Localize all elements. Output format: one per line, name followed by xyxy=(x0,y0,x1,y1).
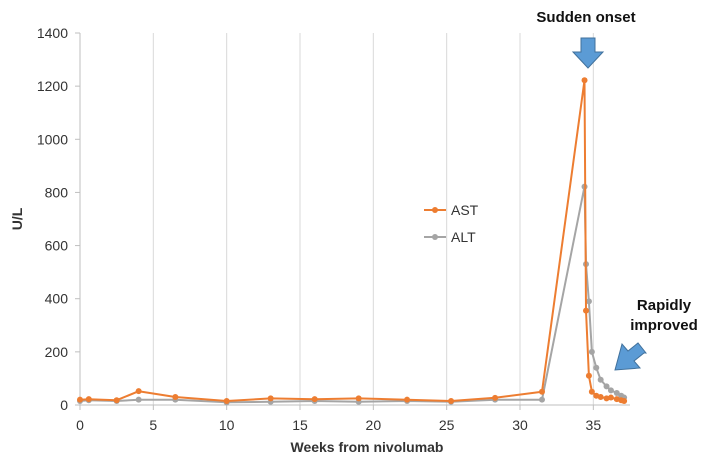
data-point-ast xyxy=(172,394,179,401)
legend-item-ast: AST xyxy=(424,202,479,218)
x-tick-label-1: 5 xyxy=(149,417,157,433)
data-point-ast xyxy=(85,396,92,403)
data-point-alt xyxy=(135,396,142,403)
x-axis-title: Weeks from nivolumab xyxy=(290,439,443,455)
data-point-alt xyxy=(603,383,610,390)
axes xyxy=(75,32,630,410)
data-point-ast xyxy=(311,396,318,403)
data-point-ast xyxy=(113,397,120,404)
data-point-ast xyxy=(621,398,628,405)
series-ast xyxy=(77,77,628,405)
series-line-ast xyxy=(79,79,625,402)
legend-marker-ast xyxy=(432,207,438,213)
x-tick-label-0: 0 xyxy=(76,417,84,433)
y-tick-label-5: 1000 xyxy=(37,131,68,147)
data-point-ast xyxy=(404,396,411,403)
data-point-ast xyxy=(135,388,142,395)
data-point-ast xyxy=(583,307,589,314)
data-point-ast xyxy=(267,395,274,402)
data-point-alt xyxy=(593,364,600,371)
y-tick-label-6: 1200 xyxy=(37,78,68,94)
legend-marker-alt xyxy=(432,234,438,240)
x-tick-label-5: 25 xyxy=(439,417,455,433)
y-tick-label-4: 800 xyxy=(45,184,69,200)
x-tick-label-2: 10 xyxy=(219,417,235,433)
x-tick-label-7: 35 xyxy=(586,417,602,433)
data-point-ast xyxy=(588,388,595,395)
legend: AST ALT xyxy=(424,202,479,245)
data-point-alt xyxy=(613,390,620,397)
series-line-alt xyxy=(79,185,625,404)
data-point-ast xyxy=(223,398,230,405)
legend-item-alt: ALT xyxy=(424,229,476,245)
data-point-ast xyxy=(77,396,83,403)
data-point-alt xyxy=(597,376,604,383)
series xyxy=(77,77,628,406)
y-tick-label-3: 600 xyxy=(45,238,69,254)
data-point-ast xyxy=(607,394,614,401)
tick-labels: 0 200 400 600 800 1000 1200 1400 0 5 10 15 20 25 30 35 xyxy=(37,25,601,433)
data-point-ast xyxy=(539,388,545,395)
data-point-ast xyxy=(355,395,362,402)
data-point-alt xyxy=(607,387,614,394)
data-point-alt xyxy=(588,348,595,355)
data-point-ast xyxy=(492,394,499,401)
annotations: Sudden onset Rapidly improved xyxy=(536,9,698,371)
legend-label-ast: AST xyxy=(451,202,479,218)
y-tick-label-1: 200 xyxy=(45,344,69,360)
y-tick-label-7: 1400 xyxy=(37,25,68,41)
data-point-ast xyxy=(585,372,592,379)
x-tick-label-4: 20 xyxy=(366,417,382,433)
annotation-sudden-onset: Sudden onset xyxy=(536,9,635,26)
x-tick-label-6: 30 xyxy=(512,417,528,433)
annotation-arrow-down-icon xyxy=(571,37,605,69)
annotation-rapidly-improved: Rapidly improved xyxy=(630,297,698,334)
y-tick-label-0: 0 xyxy=(60,397,68,413)
y-axis-title: U/L xyxy=(9,207,25,230)
data-point-ast xyxy=(581,77,588,84)
data-point-alt xyxy=(585,298,592,305)
data-point-ast xyxy=(448,398,455,405)
y-tick-label-2: 400 xyxy=(45,291,69,307)
data-point-alt xyxy=(539,396,545,403)
annotation-arrow-diagonal-icon xyxy=(614,342,648,371)
grid xyxy=(152,33,594,405)
data-point-ast xyxy=(597,394,604,401)
legend-label-alt: ALT xyxy=(451,229,476,245)
x-tick-label-3: 15 xyxy=(292,417,308,433)
